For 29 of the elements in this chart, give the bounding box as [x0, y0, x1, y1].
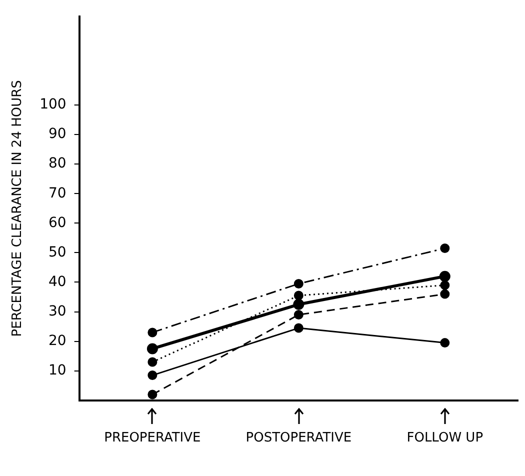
- y-tick-label: 60: [48, 214, 66, 231]
- y-tick-label: 50: [48, 244, 66, 260]
- point: [294, 278, 304, 288]
- point: [294, 290, 304, 300]
- x-tick-label: POSTOPERATIVE: [246, 430, 352, 446]
- point: [148, 390, 158, 400]
- y-tick-label: 90: [48, 126, 66, 142]
- y-tick-label: 100: [40, 96, 66, 113]
- y-tick-label: 30: [48, 303, 66, 320]
- point: [148, 328, 158, 338]
- y-tick-label: 20: [48, 332, 66, 349]
- point: [440, 338, 450, 348]
- y-tick-label: 40: [48, 274, 66, 290]
- point: [293, 298, 304, 310]
- point: [148, 370, 158, 380]
- y-tick-label: 10: [48, 362, 66, 378]
- point: [439, 270, 450, 282]
- y-axis-title: PERCENTAGE CLEARANCE IN 24 HOURS: [10, 80, 26, 337]
- y-tick-label: 70: [48, 185, 66, 202]
- point: [440, 289, 450, 299]
- point: [148, 357, 158, 367]
- y-tick-label: 80: [48, 156, 66, 172]
- x-tick-label: PREOPERATIVE: [104, 430, 201, 446]
- point: [440, 244, 450, 254]
- point: [440, 280, 450, 290]
- point: [294, 310, 304, 320]
- point: [146, 343, 158, 354]
- x-tick-label: FOLLOW UP: [406, 430, 484, 446]
- point: [294, 323, 304, 333]
